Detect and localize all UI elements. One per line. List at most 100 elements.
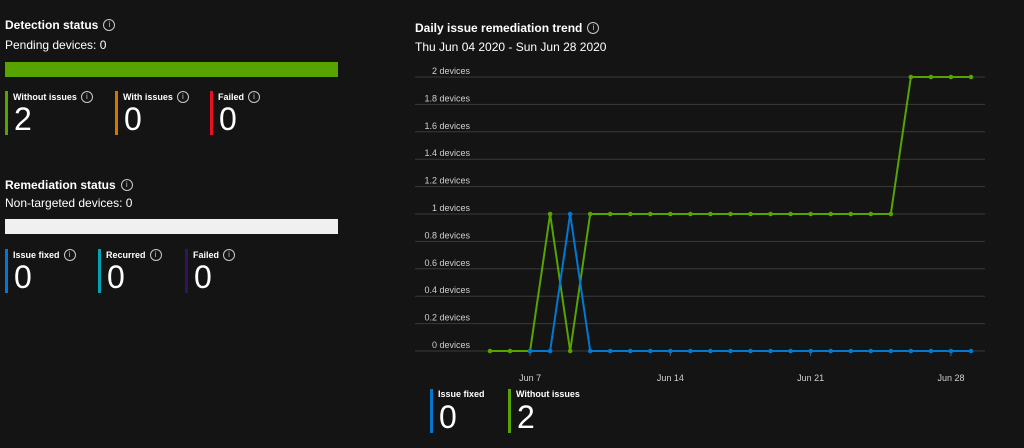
x-tick-label: Jun 7 [519, 373, 541, 383]
data-point-without-issues [828, 211, 834, 217]
data-point-without-issues [948, 74, 954, 80]
non-targeted-devices-text: Non-targeted devices: 0 [5, 196, 133, 210]
info-icon[interactable]: i [223, 249, 236, 261]
stat-recurred[interactable]: Recurred i 0 [98, 249, 188, 295]
stat-failed-detection[interactable]: Failed i 0 [210, 91, 300, 137]
info-icon[interactable]: i [80, 91, 93, 103]
data-point-issue-fixed [808, 348, 813, 354]
stat-color-line [115, 91, 118, 135]
stat-color-line [210, 91, 213, 135]
legend-color-line [508, 389, 511, 433]
data-point-issue-fixed [527, 348, 533, 354]
data-point-without-issues [507, 348, 513, 354]
data-point-issue-fixed [788, 348, 793, 354]
data-point-issue-fixed [627, 348, 633, 354]
data-point-without-issues [868, 211, 874, 217]
data-point-issue-fixed [948, 348, 954, 354]
data-point-without-issues [668, 211, 673, 217]
info-icon[interactable]: i [149, 249, 162, 261]
legend-without-issues[interactable]: Without issues 2 [508, 389, 598, 435]
detection-status-title: Detection status i [5, 18, 116, 32]
remediation-status-title: Remediation status i [5, 178, 133, 192]
y-tick-label: 0.2 devices [424, 313, 470, 323]
y-tick-label: 2 devices [432, 66, 471, 76]
legend-value: 0 [439, 399, 457, 435]
stat-failed-remediation[interactable]: Failed i 0 [185, 249, 275, 295]
data-point-without-issues [607, 211, 613, 217]
data-point-without-issues [848, 211, 854, 217]
data-point-without-issues [688, 211, 693, 217]
data-point-issue-fixed [668, 348, 673, 354]
stat-issue-fixed[interactable]: Issue fixed i 0 [5, 249, 95, 295]
y-tick-label: 1.4 devices [424, 148, 470, 158]
data-point-without-issues [908, 74, 914, 80]
series-line-issue-fixed [530, 213, 971, 352]
data-point-without-issues [968, 74, 974, 80]
stat-value: 0 [124, 101, 142, 137]
data-point-issue-fixed [888, 348, 894, 354]
data-point-without-issues [648, 211, 653, 217]
data-point-issue-fixed [928, 348, 934, 354]
stat-value: 0 [219, 101, 237, 137]
stat-color-line [185, 249, 188, 293]
data-point-issue-fixed [587, 348, 593, 354]
y-tick-label: 1.6 devices [424, 121, 470, 131]
y-tick-label: 1.2 devices [424, 176, 470, 186]
data-point-without-issues [728, 211, 733, 217]
y-tick-label: 0 devices [432, 340, 471, 350]
info-icon[interactable]: i [120, 179, 133, 191]
info-icon[interactable]: i [587, 22, 600, 34]
data-point-issue-fixed [868, 348, 874, 354]
data-point-issue-fixed [768, 348, 773, 354]
stat-value: 0 [14, 259, 32, 295]
stat-color-line [5, 249, 8, 293]
data-point-without-issues [888, 211, 894, 217]
detection-progress-bar[interactable] [5, 62, 338, 77]
stat-with-issues[interactable]: With issues i 0 [115, 91, 205, 137]
info-icon[interactable]: i [176, 91, 189, 103]
data-point-issue-fixed [708, 348, 713, 354]
x-tick-label: Jun 14 [657, 373, 684, 383]
trend-title: Daily issue remediation trend i [415, 21, 600, 35]
remediation-progress-bar[interactable] [5, 219, 338, 234]
pending-devices-text: Pending devices: 0 [5, 38, 107, 52]
data-point-without-issues [788, 211, 793, 217]
y-tick-label: 1.8 devices [424, 93, 470, 103]
y-tick-label: 0.6 devices [424, 258, 470, 268]
stat-value: 0 [194, 259, 212, 295]
data-point-without-issues [487, 348, 493, 354]
y-tick-label: 1 devices [432, 203, 471, 213]
data-point-issue-fixed [968, 348, 974, 354]
stat-value: 2 [14, 101, 32, 137]
stat-color-line [98, 249, 101, 293]
data-point-without-issues [567, 348, 573, 354]
legend-value: 2 [517, 399, 535, 435]
data-point-without-issues [547, 211, 553, 217]
data-point-without-issues [928, 74, 934, 80]
info-icon[interactable]: i [103, 19, 116, 31]
legend-color-line [430, 389, 433, 433]
data-point-issue-fixed [648, 348, 653, 354]
y-tick-label: 0.8 devices [424, 230, 470, 240]
data-point-issue-fixed [567, 211, 573, 217]
data-point-without-issues [627, 211, 633, 217]
data-point-without-issues [708, 211, 713, 217]
stat-without-issues[interactable]: Without issues i 2 [5, 91, 95, 137]
data-point-issue-fixed [688, 348, 693, 354]
data-point-without-issues [808, 211, 813, 217]
y-tick-label: 0.4 devices [424, 285, 470, 295]
data-point-without-issues [768, 211, 773, 217]
x-tick-label: Jun 28 [937, 373, 964, 383]
legend-issue-fixed[interactable]: Issue fixed 0 [430, 389, 520, 435]
data-point-without-issues [587, 211, 593, 217]
data-point-without-issues [748, 211, 753, 217]
stat-color-line [5, 91, 8, 135]
data-point-issue-fixed [908, 348, 914, 354]
stat-value: 0 [107, 259, 125, 295]
data-point-issue-fixed [848, 348, 854, 354]
info-icon[interactable]: i [63, 249, 76, 261]
data-point-issue-fixed [728, 348, 733, 354]
data-point-issue-fixed [547, 348, 553, 354]
info-icon[interactable]: i [248, 91, 261, 103]
data-point-issue-fixed [828, 348, 834, 354]
